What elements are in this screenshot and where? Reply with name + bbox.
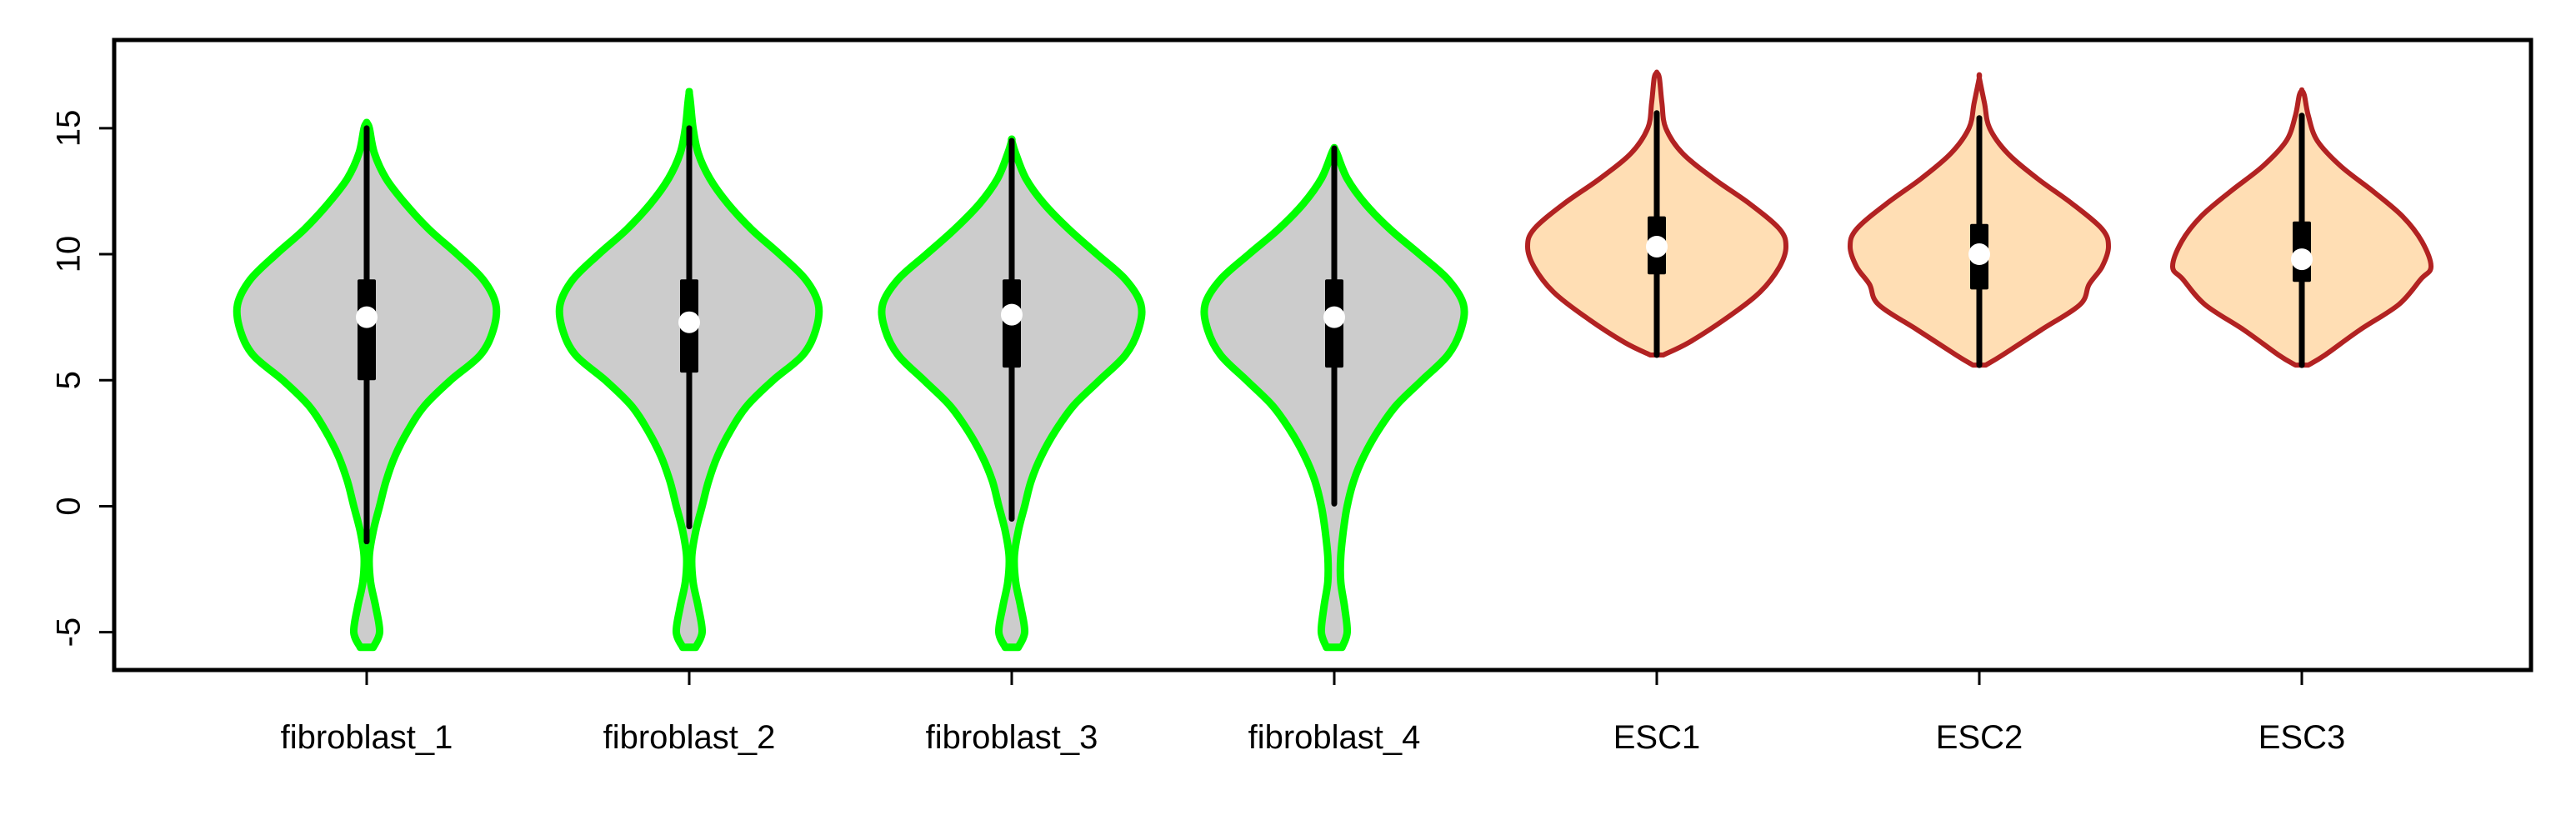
- violin-fibroblast_3: [878, 135, 1146, 652]
- violin-median-point: [678, 311, 700, 333]
- x-tick-label: fibroblast_3: [926, 719, 1098, 756]
- violin-ESC3: [2170, 87, 2433, 368]
- violin-fibroblast_1: [233, 118, 501, 652]
- violin-fibroblast_2: [555, 88, 823, 652]
- y-tick-label: 0: [51, 497, 88, 515]
- x-tick-label: ESC3: [2258, 719, 2346, 756]
- x-tick-label: fibroblast_4: [1248, 719, 1421, 756]
- violin-median-point: [1001, 303, 1023, 326]
- x-tick-label: ESC2: [1936, 719, 2023, 756]
- x-tick-label: ESC1: [1613, 719, 1701, 756]
- violin-iqr-box: [358, 279, 376, 381]
- violin-median-point: [356, 306, 378, 328]
- x-tick-label: fibroblast_2: [603, 719, 776, 756]
- violin-median-point: [1323, 306, 1345, 328]
- x-tick-label: fibroblast_1: [281, 719, 453, 756]
- y-axis: -5 0 5 10 15: [51, 110, 114, 648]
- violin-ESC2: [1848, 72, 2111, 368]
- y-tick-label: 15: [51, 110, 88, 148]
- y-tick-label: -5: [51, 618, 88, 648]
- x-axis: fibroblast_1 fibroblast_2 fibroblast_3 fibr…: [281, 670, 2346, 756]
- violins: [233, 69, 2433, 652]
- y-tick-label: 5: [51, 371, 88, 389]
- plot-frame: [112, 38, 2533, 672]
- y-tick-label: 10: [51, 236, 88, 273]
- violin-fibroblast_4: [1200, 143, 1468, 652]
- violin-median-point: [2291, 248, 2313, 271]
- violin-median-point: [1646, 235, 1668, 258]
- violin-median-point: [1968, 243, 1990, 266]
- violin-ESC1: [1525, 69, 1788, 358]
